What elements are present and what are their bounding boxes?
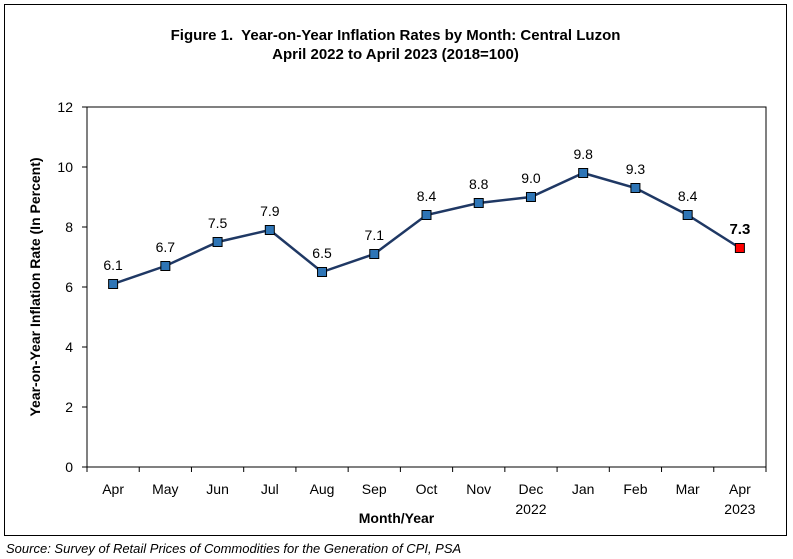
x-tick-label: Oct bbox=[416, 481, 438, 497]
data-label: 9.0 bbox=[521, 170, 541, 186]
data-label: 9.8 bbox=[573, 146, 593, 162]
x-tick-label: Apr bbox=[729, 481, 751, 497]
data-point bbox=[578, 168, 589, 178]
x-year-label: 2022 bbox=[515, 501, 546, 517]
y-tick-label: 8 bbox=[65, 219, 73, 235]
y-tick-label: 0 bbox=[65, 459, 73, 475]
chart-title-block: Figure 1. Year-on-Year Inflation Rates b… bbox=[4, 26, 787, 64]
data-point bbox=[682, 210, 693, 220]
data-label: 9.3 bbox=[626, 161, 646, 177]
data-label: 6.5 bbox=[312, 245, 332, 261]
x-tick-label: Jul bbox=[261, 481, 279, 497]
data-label: 8.4 bbox=[678, 188, 698, 204]
x-tick-label: Jun bbox=[206, 481, 229, 497]
y-tick-label: 10 bbox=[57, 159, 73, 175]
plot-area bbox=[86, 106, 767, 468]
x-tick-label: Dec bbox=[519, 481, 544, 497]
data-point bbox=[525, 192, 536, 202]
x-axis-label: Month/Year bbox=[359, 510, 435, 526]
data-label: 8.4 bbox=[417, 188, 437, 204]
data-point bbox=[630, 183, 641, 193]
data-point bbox=[369, 249, 380, 259]
x-tick-label: Aug bbox=[310, 481, 335, 497]
data-point bbox=[212, 237, 223, 247]
chart-title: Figure 1. Year-on-Year Inflation Rates b… bbox=[170, 27, 621, 44]
data-label: 6.7 bbox=[156, 239, 176, 255]
x-tick-label: Feb bbox=[623, 481, 647, 497]
data-point bbox=[734, 243, 745, 253]
data-point bbox=[160, 261, 171, 271]
x-axis: Apr May Jun Jul Aug Sep Oct Nov Dec 2022 Jan Feb Mar… bbox=[86, 467, 767, 517]
data-point bbox=[108, 279, 119, 289]
x-tick-label: Apr bbox=[102, 481, 124, 497]
x-tick-label: Sep bbox=[362, 481, 387, 497]
data-label: 7.5 bbox=[208, 215, 228, 231]
y-tick-label: 4 bbox=[65, 339, 73, 355]
y-tick-label: 12 bbox=[57, 99, 73, 115]
y-axis-label: Year-on-Year Inflation Rate (In Percent) bbox=[27, 157, 43, 416]
data-point bbox=[421, 210, 432, 220]
x-tick-label: Nov bbox=[466, 481, 491, 497]
source-note: Source: Survey of Retail Prices of Commo… bbox=[6, 541, 462, 556]
x-tick-label: Jan bbox=[572, 481, 595, 497]
data-label: 8.8 bbox=[469, 176, 489, 192]
series-markers bbox=[108, 168, 745, 289]
x-tick-label: Mar bbox=[676, 481, 700, 497]
data-point bbox=[473, 198, 484, 208]
data-label: 6.1 bbox=[103, 257, 123, 273]
data-label: 7.3 bbox=[729, 221, 750, 238]
y-tick-label: 6 bbox=[65, 279, 73, 295]
x-year-label: 2023 bbox=[724, 501, 755, 517]
data-labels: 6.1 6.7 7.5 7.9 6.5 7.1 8.4 8.8 9.0 9.8 9.3 8.4 7.3 bbox=[103, 146, 750, 273]
x-tick-label: May bbox=[152, 481, 178, 497]
data-label: 7.9 bbox=[260, 203, 280, 219]
data-label: 7.1 bbox=[365, 227, 385, 243]
data-point bbox=[317, 267, 328, 277]
y-axis: 0 2 4 6 8 10 12 bbox=[57, 99, 87, 475]
data-point bbox=[264, 225, 275, 235]
chart-subtitle: April 2022 to April 2023 (2018=100) bbox=[272, 46, 519, 63]
chart-frame bbox=[4, 4, 787, 536]
y-tick-label: 2 bbox=[65, 399, 73, 415]
